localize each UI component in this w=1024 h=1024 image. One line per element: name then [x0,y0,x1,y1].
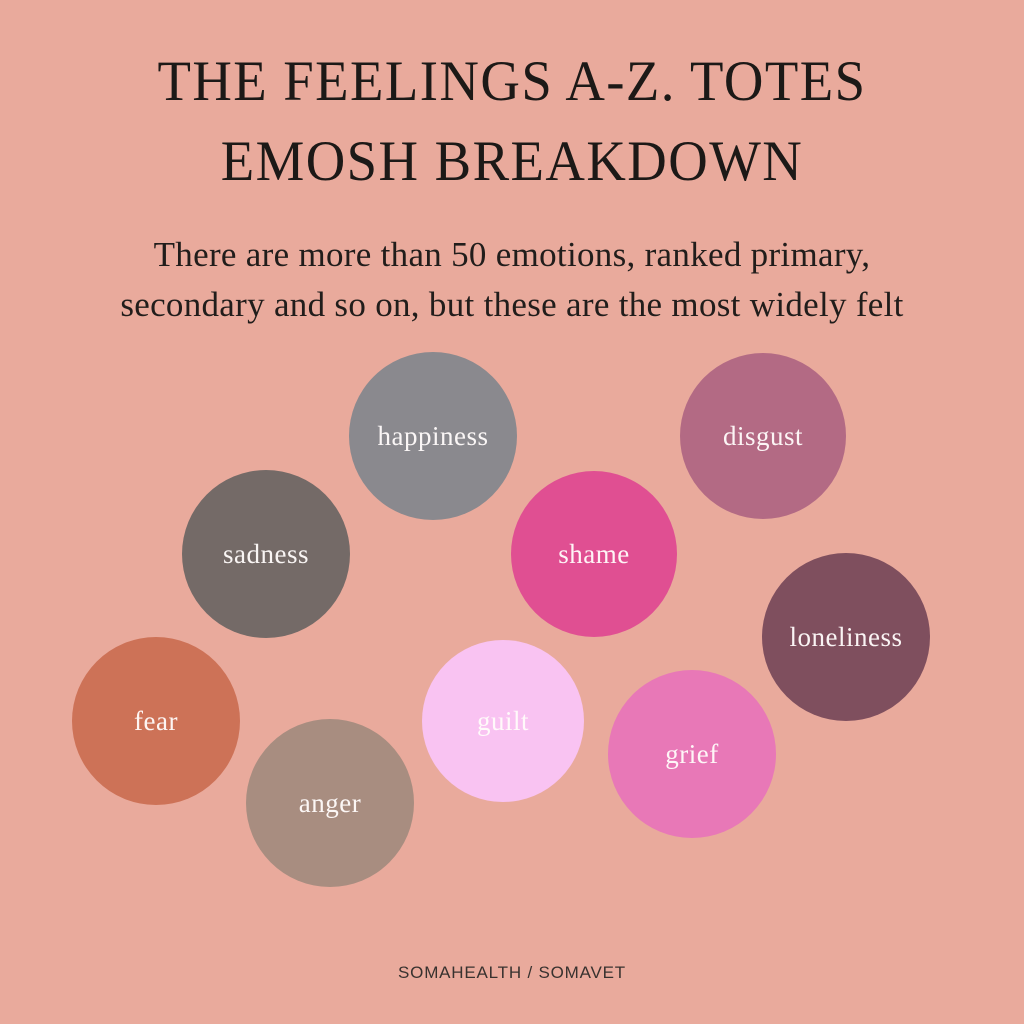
emotion-bubble-label: guilt [476,705,529,736]
emotion-bubble-label: fear [134,705,178,736]
emotion-bubble-label: grief [665,738,719,769]
emotion-bubble-loneliness: loneliness [762,553,930,721]
emotion-bubble-label: loneliness [789,621,903,652]
emotion-bubble-label: happiness [377,420,489,451]
emotion-bubble-label: anger [298,787,362,818]
page-title-line-2: EMOSH BREAKDOWN [220,130,804,193]
emotion-bubble-fear: fear [72,637,240,805]
page-title-line-1: THE FEELINGS A-Z. TOTES [157,50,867,113]
emotion-bubble-grief: grief [608,670,776,838]
emotion-bubble-sadness: sadness [182,470,350,638]
emotion-bubble-label: sadness [223,538,309,569]
emotion-bubble-label: shame [558,538,630,569]
subtitle-line-1: There are more than 50 emotions, ranked … [153,235,871,274]
footer-credit: SOMAHEALTH / SOMAVET [398,963,626,982]
emotion-bubble-happiness: happiness [349,352,517,520]
subtitle: There are more than 50 emotions, ranked … [0,230,1024,330]
emotion-bubble-guilt: guilt [422,640,584,802]
header: THE FEELINGS A-Z. TOTES EMOSH BREAKDOWN … [0,42,1024,330]
emotion-bubble-disgust: disgust [680,353,846,519]
footer: SOMAHEALTH / SOMAVET [0,963,1024,983]
emotion-bubble-shame: shame [511,471,677,637]
emotion-bubble-anger: anger [246,719,414,887]
subtitle-line-2: secondary and so on, but these are the m… [120,285,904,324]
emotion-bubble-label: disgust [722,420,804,451]
